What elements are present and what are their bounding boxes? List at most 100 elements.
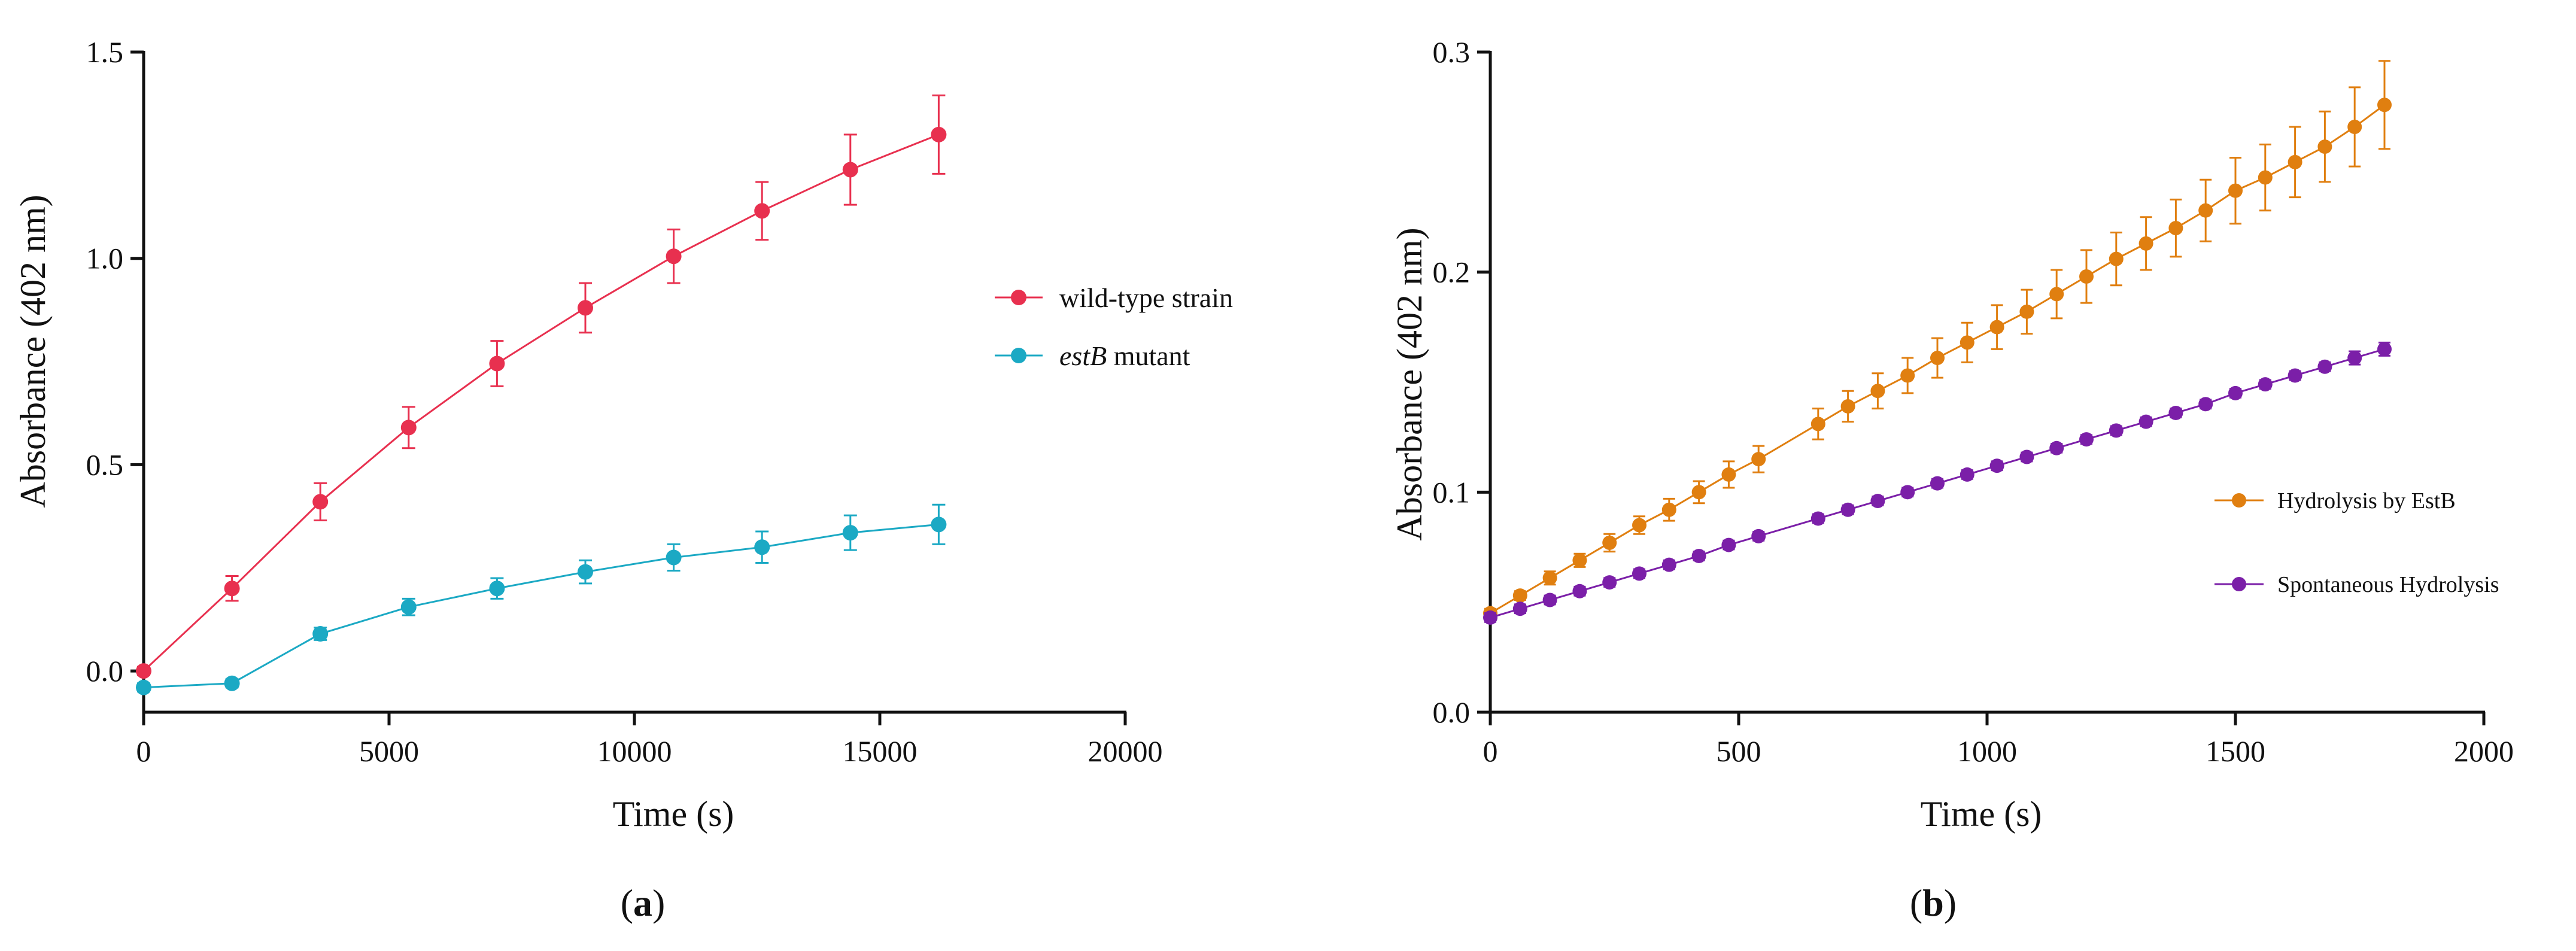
legend-item-spontaneous: Spontaneous Hydrolysis (2214, 572, 2499, 597)
panel-a-series (136, 94, 947, 695)
panel-b-y-axis-title: Absorbance (402 nm) (1390, 227, 1429, 540)
panel-a-x-axis-title: Time (s) (613, 794, 734, 834)
data-point-spontaneous-hydrolysis (1930, 476, 1945, 491)
panel-a-x-tick-label: 15000 (843, 734, 918, 768)
panel-b-caption-letter: b (1922, 882, 1944, 924)
panel-b-series (1483, 60, 2392, 625)
panel-a-x-tick-label: 0 (136, 734, 151, 768)
data-point-hydrolysis-by-estb (1542, 570, 1557, 585)
legend-item-estb-mutant: estB mutant (995, 341, 1190, 371)
data-point-spontaneous-hydrolysis (1572, 584, 1587, 598)
data-point-hydrolysis-by-estb (1602, 535, 1617, 550)
data-point-wild-type-strain (312, 494, 329, 510)
series-spontaneous-hydrolysis (1483, 341, 2392, 625)
data-point-spontaneous-hydrolysis (2377, 342, 2392, 357)
panel-a-chart: 0 5000 10000 15000 20000 0.0 0.5 1.0 1.5 Time (… (13, 35, 1233, 924)
data-point-spontaneous-hydrolysis (2347, 351, 2362, 366)
legend-item-hydrolysis-estb: Hydrolysis by EstB (2214, 488, 2456, 514)
legend-marker-hydrolysis-estb (2232, 493, 2246, 508)
data-point-spontaneous-hydrolysis (1512, 601, 1527, 616)
data-point-hydrolysis-by-estb (2347, 120, 2362, 135)
data-point-hydrolysis-by-estb (2109, 251, 2124, 266)
panel-b-y-tick-label: 0.3 (1433, 35, 1471, 69)
data-point-hydrolysis-by-estb (2198, 203, 2213, 218)
legend-label-wild-type: wild-type strain (1059, 282, 1233, 313)
data-point-wild-type-strain (136, 663, 151, 679)
panel-b-x-tick-label: 1000 (1957, 734, 2017, 768)
panel-b-y-tick-label: 0.2 (1433, 256, 1471, 289)
data-point-estb-mutant (224, 675, 240, 691)
data-point-hydrolysis-by-estb (1512, 588, 1527, 603)
legend-item-wild-type: wild-type strain (995, 282, 1233, 313)
panel-b-y-ticks: 0.0 0.1 0.2 0.3 (1433, 35, 1490, 729)
data-point-wild-type-strain (754, 203, 770, 219)
data-point-spontaneous-hydrolysis (1661, 557, 1676, 572)
data-point-hydrolysis-by-estb (2377, 98, 2392, 113)
panel-a-caption-open: ( (621, 882, 633, 924)
data-point-wild-type-strain (842, 162, 858, 178)
data-point-spontaneous-hydrolysis (1989, 458, 2004, 473)
data-point-hydrolysis-by-estb (1960, 335, 1974, 350)
data-point-spontaneous-hydrolysis (2288, 368, 2302, 383)
data-point-hydrolysis-by-estb (2138, 236, 2153, 251)
data-point-spontaneous-hydrolysis (1542, 593, 1557, 607)
panel-a-y-tick-label: 0.5 (86, 448, 124, 481)
series-estb-mutant (136, 503, 947, 695)
series-line-wild-type-strain (142, 133, 939, 672)
data-point-estb-mutant (666, 549, 682, 566)
panel-b-x-tick-label: 0 (1483, 734, 1498, 768)
legend-label-estb-rest: mutant (1107, 341, 1190, 371)
data-point-wild-type-strain (224, 581, 240, 597)
panel-a-axes (142, 51, 1126, 714)
panel-b-x-tick-label: 2000 (2454, 734, 2514, 768)
data-point-spontaneous-hydrolysis (1840, 502, 1855, 517)
data-point-estb-mutant (578, 564, 593, 580)
data-point-spontaneous-hydrolysis (2138, 414, 2153, 429)
legend-label-estb-mutant: estB mutant (1059, 341, 1190, 371)
data-point-spontaneous-hydrolysis (1602, 575, 1617, 590)
data-point-spontaneous-hydrolysis (2168, 405, 2183, 420)
data-point-hydrolysis-by-estb (2228, 183, 2243, 198)
data-point-hydrolysis-by-estb (2288, 154, 2302, 169)
data-point-hydrolysis-by-estb (1840, 399, 1855, 414)
data-point-wild-type-strain (489, 356, 505, 372)
legend-label-hydrolysis-estb: Hydrolysis by EstB (2277, 488, 2456, 514)
data-point-hydrolysis-by-estb (1900, 368, 1915, 383)
panel-b-legend: Hydrolysis by EstB Spontaneous Hydrolysi… (2214, 488, 2499, 597)
panel-a-caption: (a) (621, 882, 666, 924)
legend-label-estb-italic: estB (1059, 341, 1107, 371)
series-wild-type-strain (136, 94, 947, 679)
panel-b-y-tick-label: 0.1 (1433, 475, 1471, 509)
data-point-spontaneous-hydrolysis (1960, 467, 1974, 482)
data-point-estb-mutant (931, 516, 947, 533)
panel-b-y-tick-label: 0.0 (1433, 695, 1471, 729)
panel-a-caption-letter: a (633, 882, 652, 924)
panel-a-y-tick-label: 1.5 (86, 35, 124, 69)
data-point-estb-mutant (842, 525, 858, 541)
panel-a-x-tick-label: 20000 (1088, 734, 1163, 768)
data-point-hydrolysis-by-estb (1870, 384, 1885, 399)
series-hydrolysis-by-estb (1483, 60, 2392, 621)
data-point-hydrolysis-by-estb (2049, 287, 2064, 302)
legend-label-spontaneous: Spontaneous Hydrolysis (2277, 572, 2499, 597)
data-point-spontaneous-hydrolysis (2317, 359, 2332, 374)
data-point-spontaneous-hydrolysis (1870, 494, 1885, 509)
data-point-spontaneous-hydrolysis (1900, 485, 1915, 500)
data-point-hydrolysis-by-estb (2019, 304, 2034, 319)
panel-a-x-ticks: 0 5000 10000 15000 20000 (136, 712, 1163, 768)
data-point-spontaneous-hydrolysis (2258, 377, 2273, 392)
legend-label-wild-type-text: wild-type strain (1059, 282, 1233, 313)
panel-b-x-tick-label: 1500 (2206, 734, 2265, 768)
data-point-hydrolysis-by-estb (2168, 221, 2183, 236)
legend-label-hydrolysis-estb-text: Hydrolysis by EstB (2277, 488, 2456, 514)
legend-marker-wild-type (1011, 290, 1026, 305)
data-point-estb-mutant (489, 581, 505, 597)
panel-b-caption-open: ( (1910, 882, 1922, 924)
panel-a-y-axis-title: Absorbance (402 nm) (13, 195, 53, 508)
panel-b-caption: (b) (1910, 882, 1957, 924)
legend-label-spontaneous-text: Spontaneous Hydrolysis (2277, 572, 2499, 597)
data-point-wild-type-strain (666, 248, 682, 265)
panel-b-caption-close: ) (1944, 882, 1957, 924)
panel-a-x-tick-label: 5000 (359, 734, 419, 768)
panel-b-chart: 0 500 1000 1500 2000 0.0 0.1 0.2 0.3 Time (s) A… (1390, 35, 2514, 924)
